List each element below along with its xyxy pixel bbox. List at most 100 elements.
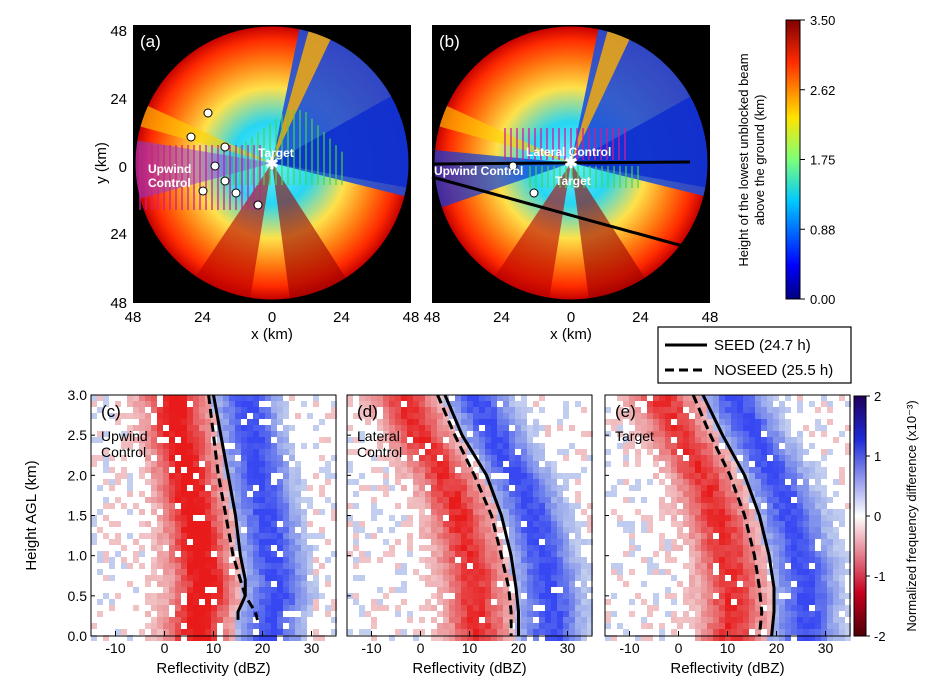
heatmap-cell	[497, 593, 503, 599]
heatmap-cell	[827, 401, 833, 407]
radar-star-icon: ✱	[265, 156, 278, 173]
heatmap-cell	[455, 617, 461, 623]
heatmap-cell	[695, 431, 701, 437]
heatmap-cell	[223, 629, 229, 635]
heatmap-cell	[707, 521, 713, 527]
heatmap-cell	[785, 611, 791, 617]
heatmap-cell	[139, 443, 145, 449]
heatmap-cell	[755, 431, 761, 437]
heatmap-cell	[145, 461, 151, 467]
heatmap-cell	[307, 521, 313, 527]
heatmap-cell	[653, 605, 659, 611]
heatmap-cell	[359, 407, 365, 413]
heatmap-cell	[803, 461, 809, 467]
heatmap-cell	[401, 467, 407, 473]
heatmap-cell	[425, 413, 431, 419]
heatmap-cell	[199, 479, 205, 485]
heatmap-cell	[569, 425, 575, 431]
heatmap-cell	[169, 437, 175, 443]
heatmap-cell	[253, 635, 259, 641]
heatmap-cell	[157, 443, 163, 449]
heatmap-cell	[455, 491, 461, 497]
heatmap-cell	[193, 395, 199, 401]
heatmap-cell	[743, 605, 749, 611]
heatmap-cell	[659, 407, 665, 413]
heatmap-cell	[253, 539, 259, 545]
heatmap-cell	[743, 395, 749, 401]
heatmap-cell	[533, 575, 539, 581]
heatmap-cell	[365, 407, 371, 413]
heatmap-cell	[575, 593, 581, 599]
heatmap-cell	[455, 443, 461, 449]
heatmap-cell	[755, 563, 761, 569]
heatmap-cell	[169, 623, 175, 629]
heatmap-cell	[719, 605, 725, 611]
heatmap-cell	[467, 425, 473, 431]
heatmap-cell	[653, 401, 659, 407]
heatmap-cell	[749, 605, 755, 611]
heatmap-cell	[241, 491, 247, 497]
heatmap-cell	[563, 413, 569, 419]
heatmap-cell	[515, 581, 521, 587]
heatmap-cell	[503, 419, 509, 425]
heatmap-cell	[719, 497, 725, 503]
heatmap-cell	[749, 401, 755, 407]
heatmap-cell	[289, 629, 295, 635]
heatmap-cell	[509, 635, 515, 641]
heatmap-cell	[725, 635, 731, 641]
heatmap-cell	[467, 413, 473, 419]
heatmap-cell	[401, 461, 407, 467]
heatmap-cell	[617, 425, 623, 431]
heatmap-cell	[235, 437, 241, 443]
heatmap-cell	[485, 395, 491, 401]
heatmap-cell	[695, 449, 701, 455]
heatmap-cell	[479, 497, 485, 503]
heatmap-cell	[175, 599, 181, 605]
heatmap-cell	[797, 449, 803, 455]
x-tick-label: 0	[417, 640, 425, 656]
panel-a-target-label: Target	[258, 146, 294, 160]
heatmap-cell	[635, 593, 641, 599]
heatmap-cell	[587, 515, 593, 521]
heatmap-cell	[467, 395, 473, 401]
heatmap-cell	[295, 635, 301, 641]
heatmap-cell	[845, 569, 851, 575]
heatmap-cell	[145, 419, 151, 425]
heatmap-cell	[473, 443, 479, 449]
heatmap-cell	[761, 437, 767, 443]
heatmap-cell	[193, 539, 199, 545]
heatmap-cell	[425, 455, 431, 461]
heatmap-cell	[193, 605, 199, 611]
heatmap-cell	[755, 545, 761, 551]
heatmap-cell	[193, 581, 199, 587]
heatmap-cell	[247, 551, 253, 557]
heatmap-cell	[289, 533, 295, 539]
heatmap-cell	[755, 521, 761, 527]
heatmap-cell	[169, 575, 175, 581]
heatmap-cell	[109, 485, 115, 491]
heatmap-cell	[719, 419, 725, 425]
heatmap-cell	[193, 485, 199, 491]
heatmap-cell	[205, 449, 211, 455]
heatmap-cell	[271, 593, 277, 599]
heatmap-cell	[749, 479, 755, 485]
heatmap-cell	[701, 593, 707, 599]
heatmap-cell	[437, 581, 443, 587]
heatmap-cell	[545, 575, 551, 581]
heatmap-cell	[545, 479, 551, 485]
heatmap-cell	[407, 533, 413, 539]
heatmap-cell	[443, 551, 449, 557]
heatmap-cell	[443, 479, 449, 485]
heatmap-cell	[479, 461, 485, 467]
heatmap-cell	[461, 491, 467, 497]
heatmap-cell	[515, 485, 521, 491]
heatmap-cell	[725, 473, 731, 479]
heatmap-cell	[521, 563, 527, 569]
heatmap-cell	[307, 503, 313, 509]
heatmap-cell	[737, 635, 743, 641]
heatmap-cell	[443, 623, 449, 629]
heatmap-cell	[103, 455, 109, 461]
heatmap-cell	[803, 479, 809, 485]
heatmap-cell	[749, 593, 755, 599]
heatmap-cell	[725, 551, 731, 557]
